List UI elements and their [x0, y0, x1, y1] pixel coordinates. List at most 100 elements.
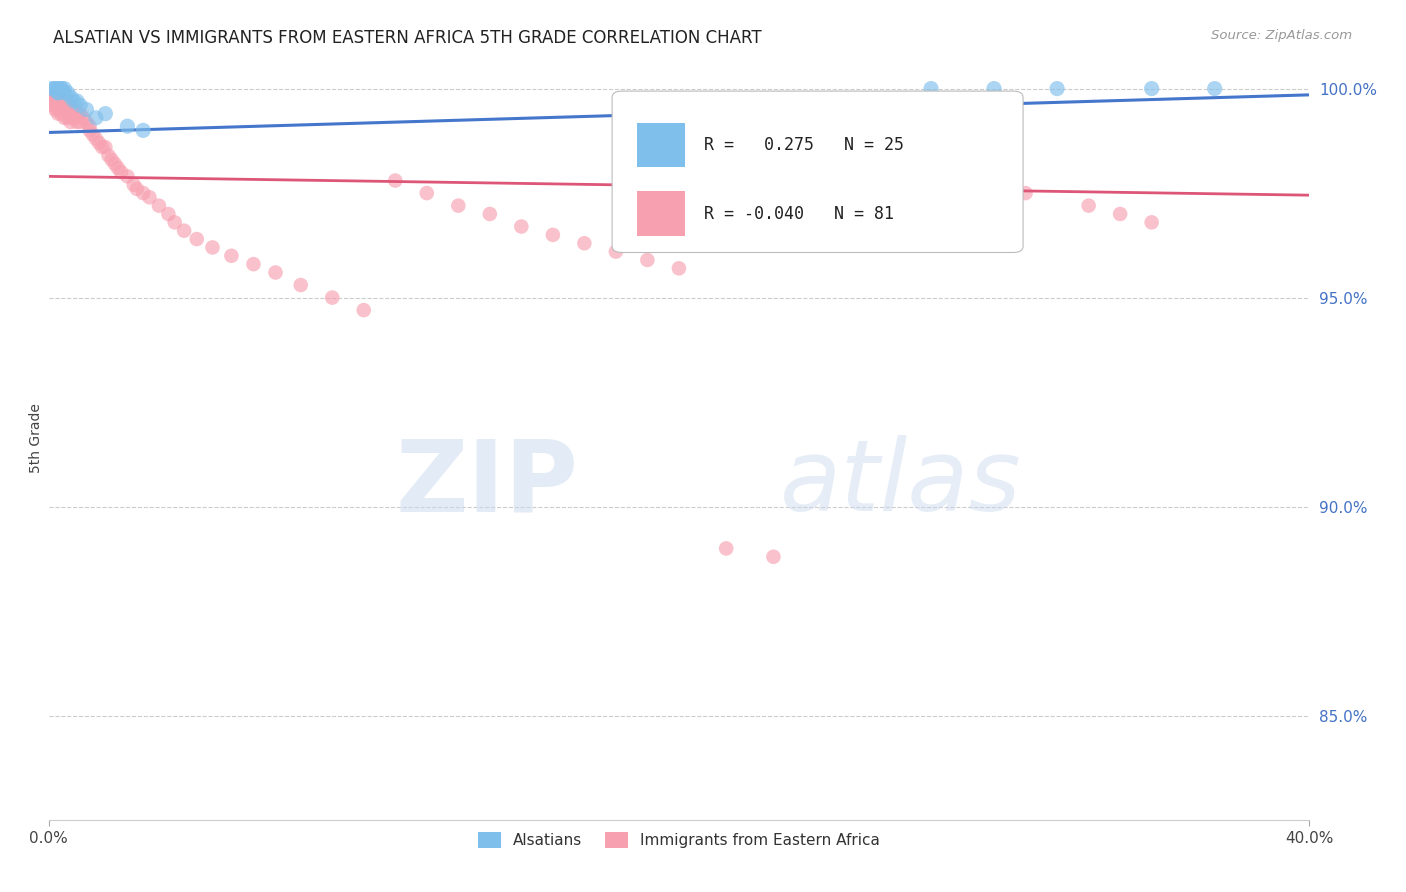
FancyBboxPatch shape: [637, 123, 685, 167]
Point: [87, 136, 110, 150]
Point: [51, 106, 73, 120]
Point: [1046, 81, 1069, 95]
Point: [132, 186, 155, 200]
Text: Source: ZipAtlas.com: Source: ZipAtlas.com: [1212, 29, 1353, 42]
Point: [125, 182, 148, 196]
Point: [44, 103, 66, 117]
Point: [66, 94, 89, 108]
Point: [41, 98, 63, 112]
Point: [56, 111, 79, 125]
Point: [91, 140, 114, 154]
Point: [1014, 186, 1036, 200]
Point: [41, 81, 63, 95]
Point: [46, 106, 69, 120]
Point: [41, 94, 63, 108]
Point: [186, 232, 208, 246]
Point: [53, 81, 76, 95]
Point: [1077, 199, 1099, 213]
Point: [889, 165, 911, 179]
Point: [541, 227, 564, 242]
Point: [714, 541, 737, 556]
Text: R = -0.040   N = 81: R = -0.040 N = 81: [704, 204, 894, 223]
Text: R =   0.275   N = 25: R = 0.275 N = 25: [704, 136, 904, 154]
Point: [353, 303, 375, 318]
Point: [84, 132, 107, 146]
Point: [264, 266, 287, 280]
Point: [110, 165, 132, 179]
Point: [94, 106, 117, 120]
Point: [1109, 207, 1132, 221]
Point: [46, 86, 69, 100]
Point: [63, 94, 86, 108]
Point: [56, 98, 79, 112]
FancyBboxPatch shape: [637, 192, 685, 235]
Point: [478, 207, 501, 221]
Point: [94, 140, 117, 154]
Point: [148, 199, 170, 213]
Legend: Alsatians, Immigrants from Eastern Africa: Alsatians, Immigrants from Eastern Afric…: [471, 826, 886, 855]
Point: [72, 111, 94, 125]
Point: [384, 173, 406, 187]
Point: [75, 103, 97, 117]
Point: [51, 98, 73, 112]
Text: atlas: atlas: [780, 435, 1021, 532]
Point: [59, 106, 82, 120]
Point: [46, 103, 69, 117]
Point: [321, 291, 343, 305]
Point: [952, 178, 974, 192]
Point: [56, 86, 79, 100]
Point: [825, 153, 848, 167]
Point: [173, 224, 195, 238]
Point: [44, 98, 66, 112]
Point: [104, 157, 127, 171]
Point: [920, 81, 942, 95]
Point: [46, 81, 69, 95]
Point: [53, 86, 76, 100]
Point: [44, 94, 66, 108]
Point: [132, 123, 155, 137]
Point: [1204, 81, 1226, 95]
Point: [46, 98, 69, 112]
Point: [51, 81, 73, 95]
Point: [59, 90, 82, 104]
Point: [201, 240, 224, 254]
Point: [762, 549, 785, 564]
Point: [44, 90, 66, 104]
Point: [510, 219, 533, 234]
Point: [63, 111, 86, 125]
Point: [447, 199, 470, 213]
Point: [46, 94, 69, 108]
Point: [117, 169, 139, 184]
Point: [100, 153, 122, 167]
Point: [117, 119, 139, 133]
Point: [56, 103, 79, 117]
Point: [53, 111, 76, 125]
Point: [51, 81, 73, 95]
Point: [636, 252, 658, 267]
Point: [107, 161, 129, 175]
Point: [605, 244, 627, 259]
Point: [44, 81, 66, 95]
Point: [59, 98, 82, 112]
Point: [75, 115, 97, 129]
Point: [97, 148, 120, 162]
Point: [44, 81, 66, 95]
Point: [69, 106, 91, 120]
Point: [1140, 81, 1163, 95]
Point: [163, 215, 186, 229]
Point: [157, 207, 180, 221]
Point: [242, 257, 264, 271]
Text: ZIP: ZIP: [395, 435, 578, 532]
Point: [290, 278, 312, 293]
Point: [82, 128, 104, 142]
FancyBboxPatch shape: [612, 91, 1024, 252]
Y-axis label: 5th Grade: 5th Grade: [30, 402, 44, 473]
Point: [84, 111, 107, 125]
Point: [46, 86, 69, 100]
Point: [51, 94, 73, 108]
Point: [122, 178, 145, 192]
Point: [59, 115, 82, 129]
Point: [51, 103, 73, 117]
Point: [574, 236, 596, 251]
Point: [416, 186, 439, 200]
